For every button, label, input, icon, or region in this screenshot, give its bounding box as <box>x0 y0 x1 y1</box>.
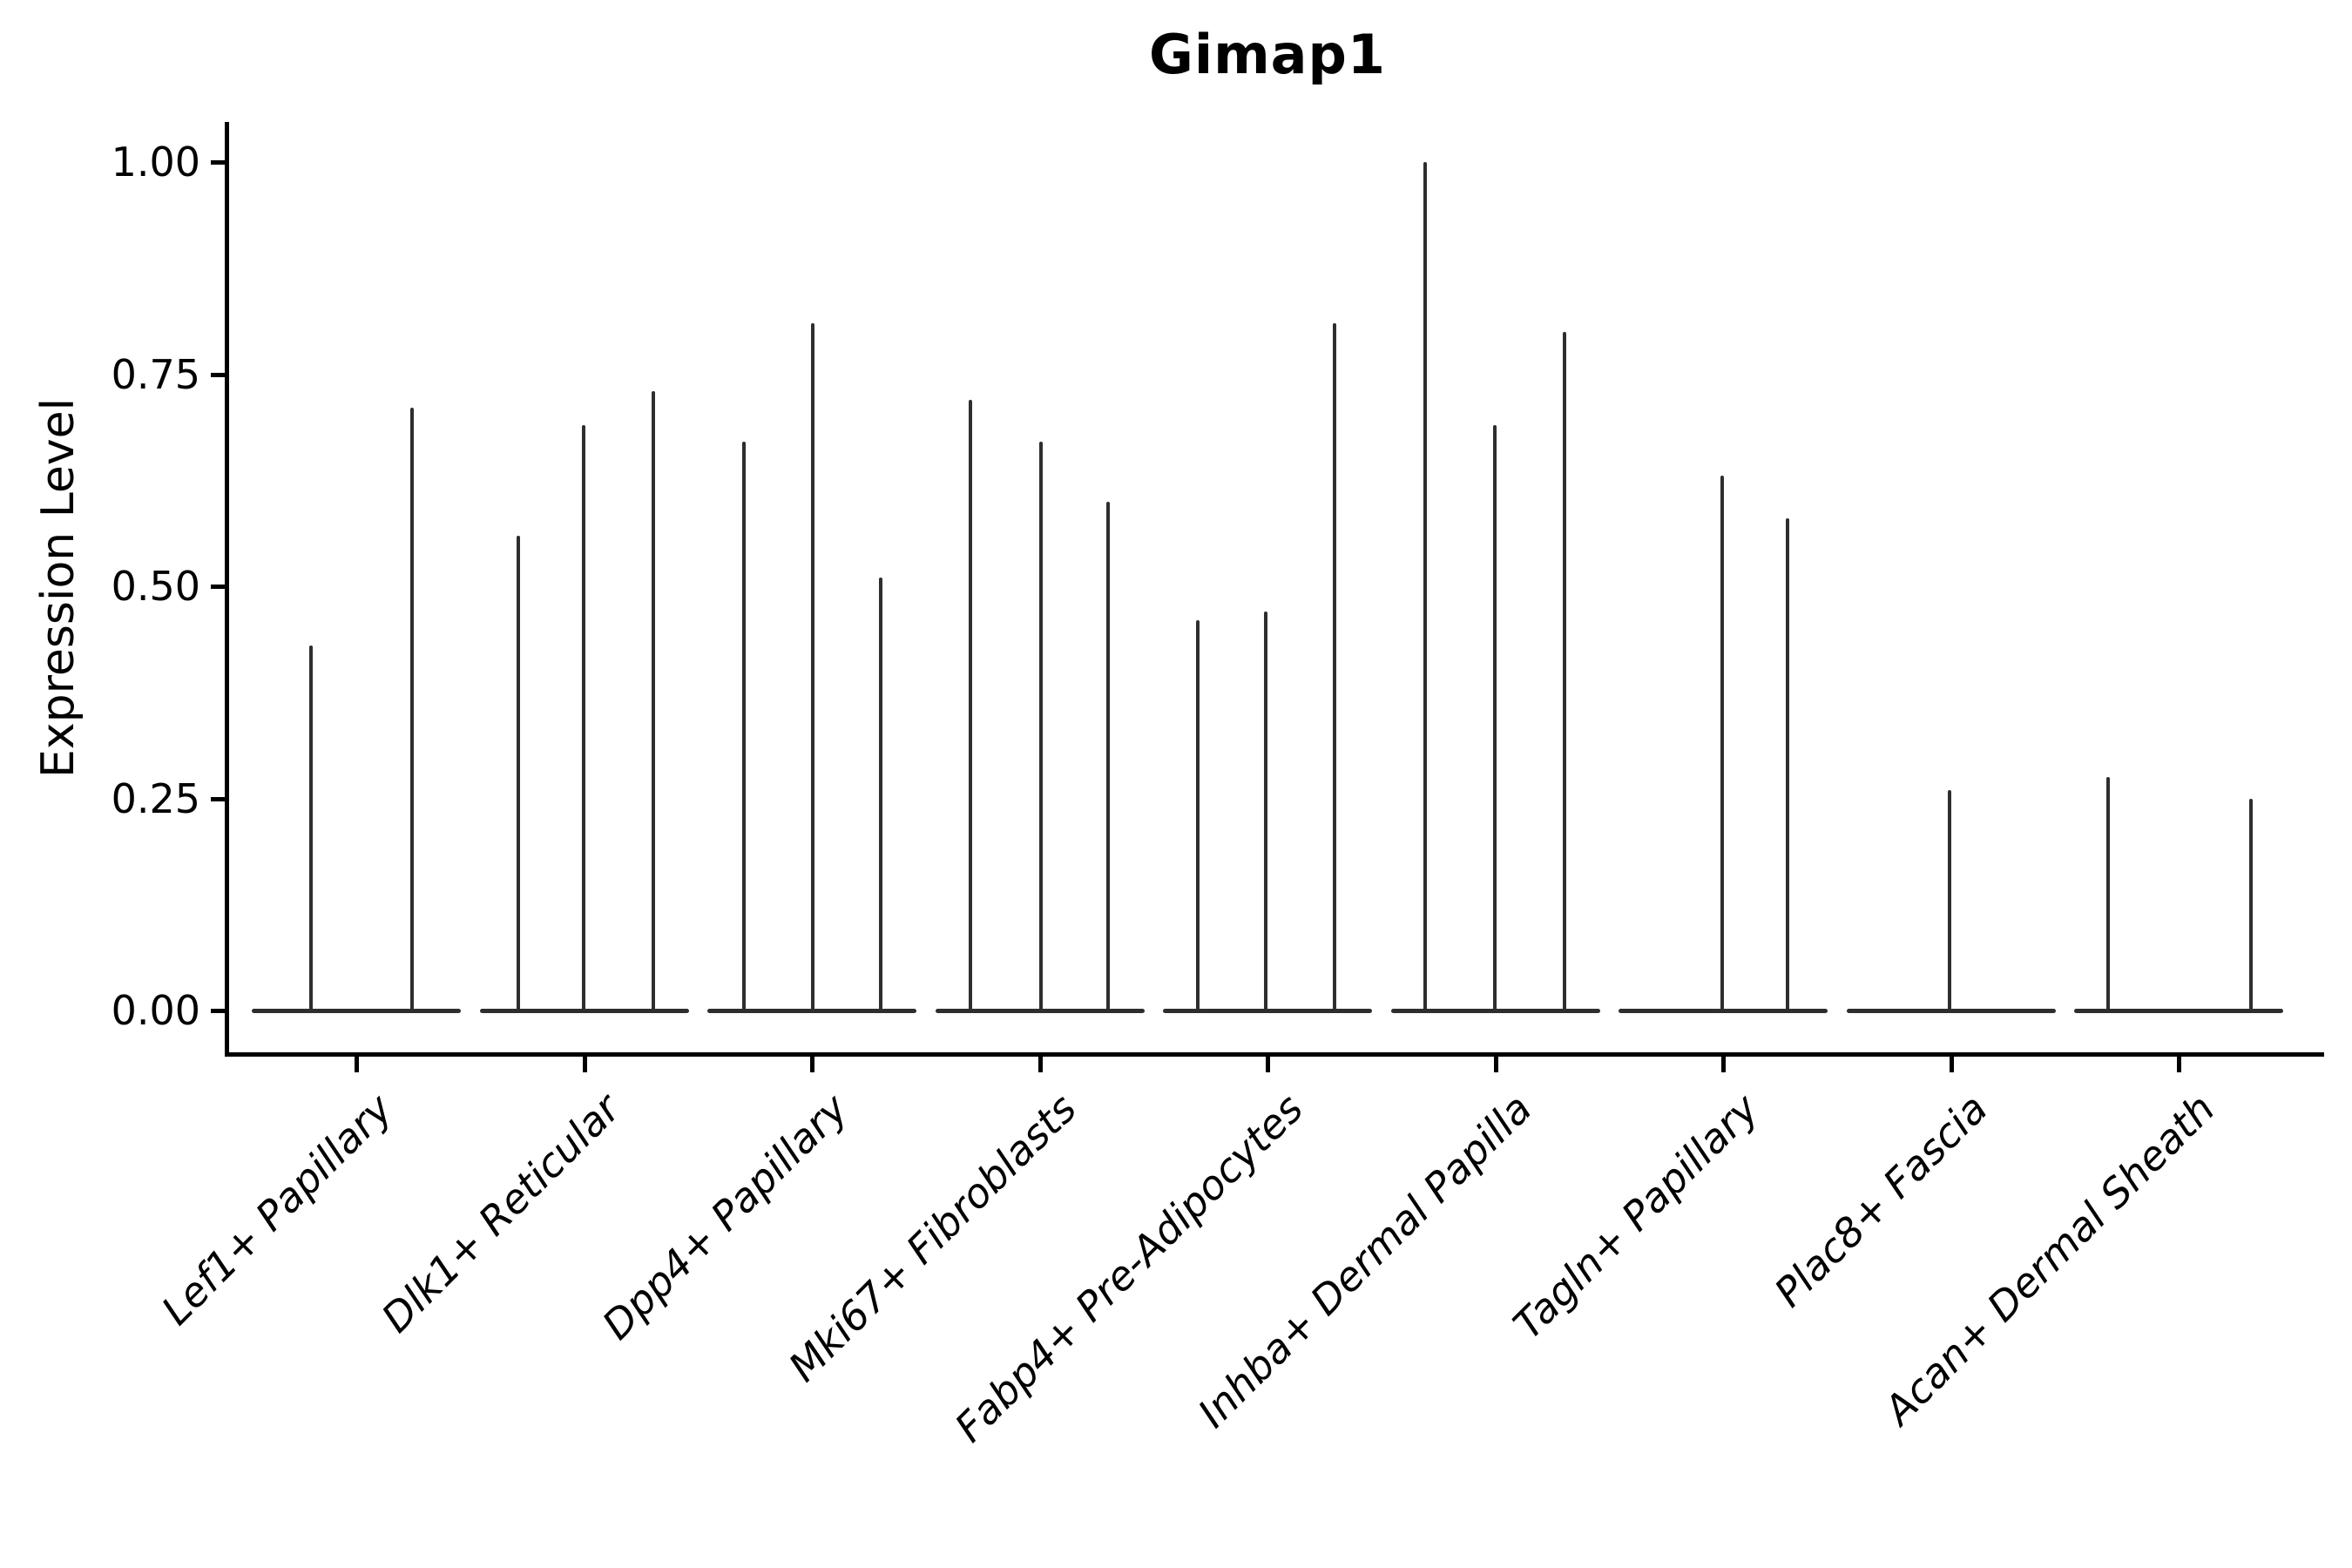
x-tick-label: Tagln+ Papillary <box>1504 1085 1768 1348</box>
violin-base <box>1391 1009 1600 1013</box>
x-tick-mark <box>1721 1057 1726 1072</box>
x-tick-mark <box>1494 1057 1498 1072</box>
violin-spike <box>1264 612 1267 1010</box>
x-tick-mark <box>583 1057 587 1072</box>
y-tick-mark <box>211 1009 225 1013</box>
violin-spike <box>1106 501 1110 1010</box>
violin-spike <box>2106 777 2110 1010</box>
violin-spike <box>1333 323 1336 1010</box>
violin-spike <box>969 399 972 1010</box>
y-tick-mark <box>211 585 225 589</box>
violin-spike <box>2249 798 2253 1010</box>
x-tick-mark <box>2177 1057 2181 1072</box>
violin-spike <box>652 390 655 1010</box>
violin-spike <box>1720 476 1724 1010</box>
x-tick-label: Dlk1+ Reticular <box>372 1085 630 1342</box>
violin-base <box>2074 1009 2283 1013</box>
violin-base <box>252 1009 461 1013</box>
x-tick-mark <box>810 1057 814 1072</box>
violin-base <box>936 1009 1145 1013</box>
x-tick-label: Lef1+ Papillary <box>152 1085 402 1335</box>
violin-spike <box>1563 331 1566 1010</box>
y-tick-label: 0.50 <box>111 563 200 610</box>
violin-spike <box>410 408 414 1010</box>
violin-base <box>1619 1009 1828 1013</box>
violin-spike <box>517 535 520 1010</box>
x-tick-mark <box>1266 1057 1270 1072</box>
y-tick-label: 0.00 <box>111 987 200 1034</box>
y-tick-mark <box>211 372 225 377</box>
violin-spike <box>582 424 585 1010</box>
violin-spike <box>1039 442 1043 1010</box>
chart-title: Gimap1 <box>1148 23 1387 86</box>
violin-spike <box>1786 518 1789 1010</box>
violin-spike <box>1423 162 1427 1010</box>
x-tick-mark <box>355 1057 359 1072</box>
violin-spike <box>1948 789 1951 1010</box>
y-tick-label: 0.75 <box>111 350 200 398</box>
violin-base <box>707 1009 916 1013</box>
violin-base <box>480 1009 689 1013</box>
violin-spike <box>742 442 746 1010</box>
x-tick-mark <box>1038 1057 1043 1072</box>
y-axis-spine <box>225 122 229 1057</box>
violin-spike <box>811 323 814 1010</box>
violin-spike <box>1493 424 1497 1010</box>
y-tick-label: 1.00 <box>111 139 200 186</box>
x-tick-mark <box>1950 1057 1954 1072</box>
y-tick-mark <box>211 796 225 801</box>
x-axis-spine <box>225 1052 2324 1057</box>
y-tick-label: 0.25 <box>111 774 200 822</box>
x-tick-label: Plac8+ Fascia <box>1765 1085 1997 1316</box>
x-tick-label: Dpp4+ Papillary <box>592 1085 857 1348</box>
y-tick-mark <box>211 160 225 165</box>
violin-base <box>1847 1009 2056 1013</box>
violin-spike <box>879 578 882 1010</box>
violin-spike <box>309 645 313 1010</box>
violin-spike <box>1196 619 1200 1010</box>
violin-base <box>1163 1009 1372 1013</box>
